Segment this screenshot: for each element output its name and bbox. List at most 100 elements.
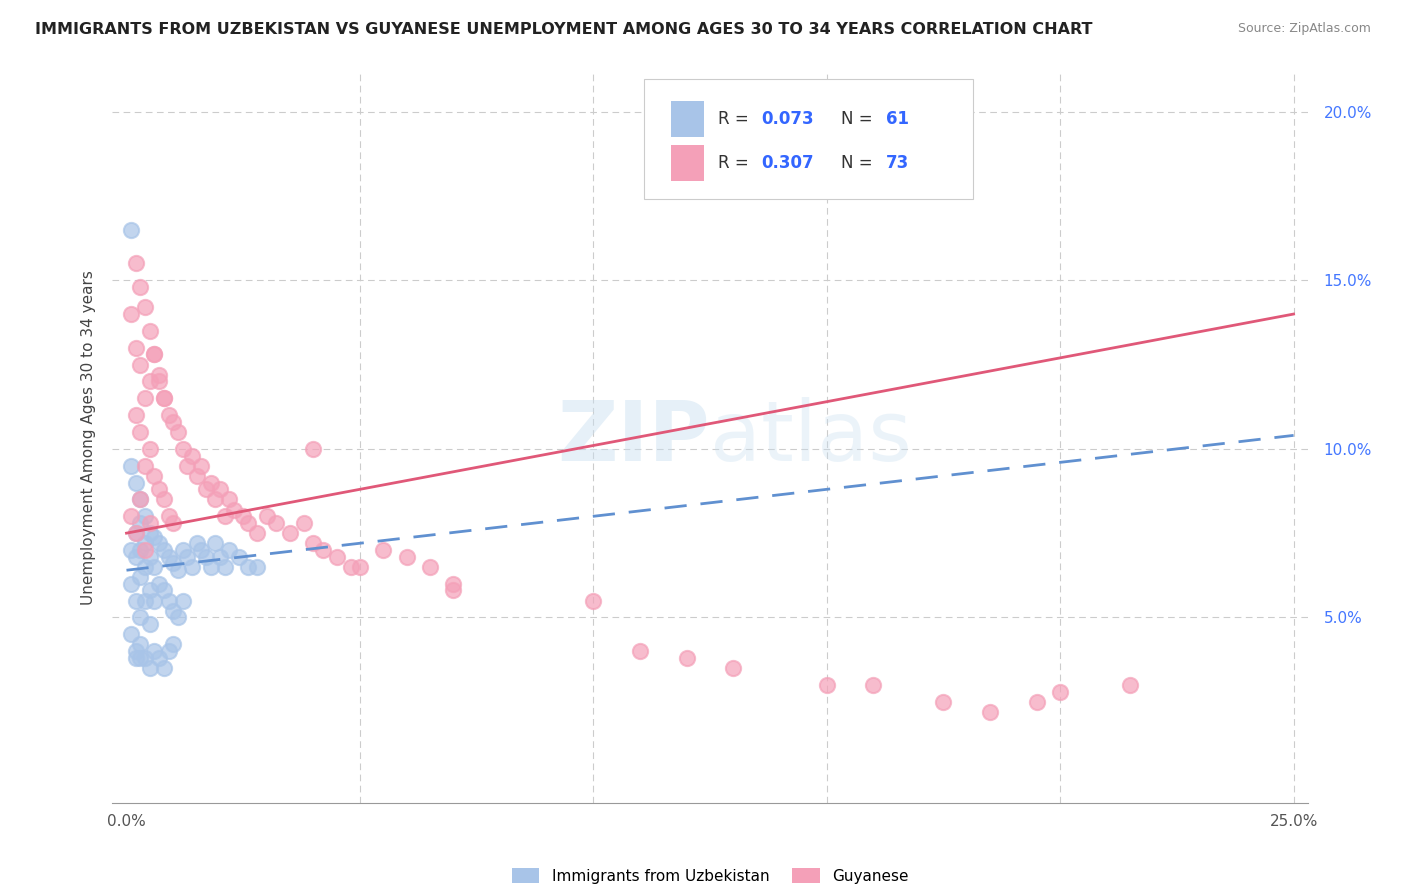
Point: [125, 341, 148, 355]
Point: [214, 559, 236, 574]
Point: [339, 559, 361, 574]
Point: [172, 543, 194, 558]
Point: [120, 458, 142, 473]
Point: [236, 516, 259, 530]
Point: [311, 543, 333, 558]
Point: [932, 695, 955, 709]
FancyBboxPatch shape: [644, 78, 973, 200]
Point: [236, 559, 259, 574]
Point: [208, 549, 231, 564]
Point: [134, 301, 156, 315]
Point: [143, 593, 166, 607]
Point: [139, 617, 162, 632]
Point: [157, 408, 180, 422]
Point: [862, 678, 884, 692]
Point: [176, 549, 198, 564]
Point: [186, 468, 208, 483]
Point: [129, 637, 152, 651]
Point: [139, 661, 162, 675]
Point: [675, 651, 697, 665]
Point: [256, 509, 278, 524]
Point: [134, 651, 156, 665]
Text: R =: R =: [718, 110, 755, 128]
Point: [125, 475, 148, 490]
Point: [120, 307, 142, 321]
Text: R =: R =: [718, 153, 755, 172]
Point: [186, 536, 208, 550]
Point: [120, 223, 142, 237]
Point: [172, 442, 194, 456]
Point: [139, 375, 162, 389]
Point: [218, 492, 240, 507]
Text: 0.307: 0.307: [762, 153, 814, 172]
Point: [129, 651, 152, 665]
Point: [157, 644, 180, 658]
Point: [153, 543, 176, 558]
Point: [143, 468, 166, 483]
Point: [153, 392, 176, 406]
Point: [162, 516, 184, 530]
Point: [1025, 695, 1047, 709]
Point: [373, 543, 395, 558]
Point: [815, 678, 838, 692]
Point: [125, 651, 148, 665]
Point: [143, 347, 166, 361]
Point: [278, 526, 301, 541]
Point: [395, 549, 418, 564]
Text: 73: 73: [886, 153, 908, 172]
Point: [162, 415, 184, 429]
Point: [125, 526, 148, 541]
Point: [148, 368, 170, 382]
Point: [582, 593, 605, 607]
Point: [157, 549, 180, 564]
Point: [1049, 684, 1071, 698]
Point: [628, 644, 651, 658]
Point: [1119, 678, 1142, 692]
Text: N =: N =: [842, 153, 879, 172]
Point: [120, 543, 142, 558]
Point: [129, 492, 152, 507]
Point: [723, 661, 745, 675]
Point: [148, 576, 170, 591]
Point: [162, 557, 184, 571]
Point: [441, 583, 464, 598]
Point: [148, 651, 170, 665]
Point: [979, 705, 1001, 719]
FancyBboxPatch shape: [671, 145, 704, 181]
Point: [125, 549, 148, 564]
Point: [139, 442, 162, 456]
Text: atlas: atlas: [710, 397, 911, 477]
Point: [143, 347, 166, 361]
Point: [125, 593, 148, 607]
Point: [125, 408, 148, 422]
Point: [180, 559, 202, 574]
Point: [129, 543, 152, 558]
Point: [214, 509, 236, 524]
Point: [139, 583, 162, 598]
Point: [134, 593, 156, 607]
Point: [228, 549, 250, 564]
Point: [134, 536, 156, 550]
Point: [139, 324, 162, 338]
Text: 0.073: 0.073: [762, 110, 814, 128]
Point: [204, 492, 226, 507]
Point: [148, 483, 170, 497]
Point: [125, 526, 148, 541]
Point: [302, 442, 325, 456]
Point: [190, 543, 212, 558]
Point: [166, 563, 188, 577]
Text: N =: N =: [842, 110, 879, 128]
Point: [246, 559, 269, 574]
Point: [143, 559, 166, 574]
Point: [325, 549, 347, 564]
Point: [218, 543, 240, 558]
Point: [129, 492, 152, 507]
Point: [120, 576, 142, 591]
Point: [129, 425, 152, 439]
Text: IMMIGRANTS FROM UZBEKISTAN VS GUYANESE UNEMPLOYMENT AMONG AGES 30 TO 34 YEARS CO: IMMIGRANTS FROM UZBEKISTAN VS GUYANESE U…: [35, 22, 1092, 37]
Point: [148, 375, 170, 389]
Point: [139, 549, 162, 564]
Point: [129, 358, 152, 372]
Point: [264, 516, 287, 530]
Point: [153, 583, 176, 598]
